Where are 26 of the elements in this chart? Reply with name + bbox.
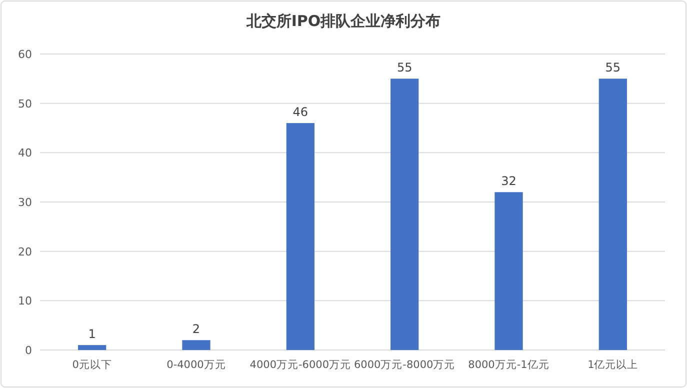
x-tick-label: 0元以下 [72,358,112,371]
x-tick-label: 0-4000万元 [166,359,226,371]
data-label: 1 [88,327,96,342]
y-tick-label: 30 [18,196,32,209]
y-tick-label: 60 [18,48,32,61]
data-label: 2 [192,322,200,336]
y-tick-label: 50 [18,97,32,110]
x-tick-label: 1亿元以上 [588,358,638,371]
x-tick-label: 6000万元-8000万元 [354,359,456,371]
bar [390,78,419,350]
chart-title: 北交所IPO排队企业净利分布 [245,12,441,30]
bar [494,192,523,350]
data-label: 55 [396,60,412,75]
y-tick-label: 0 [25,344,32,357]
y-tick-label: 10 [18,294,32,308]
bar [598,78,627,350]
x-tick-label: 4000万元-6000万元 [250,359,352,371]
y-tick-label: 20 [18,245,32,258]
bar [182,340,210,350]
y-tick-label: 40 [18,146,32,160]
bar [286,123,314,350]
x-tick-label: 8000万元-1亿元 [468,359,550,371]
data-label: 46 [292,105,308,120]
data-label: 32 [501,174,516,188]
bar [78,345,106,350]
data-label: 55 [605,60,621,75]
